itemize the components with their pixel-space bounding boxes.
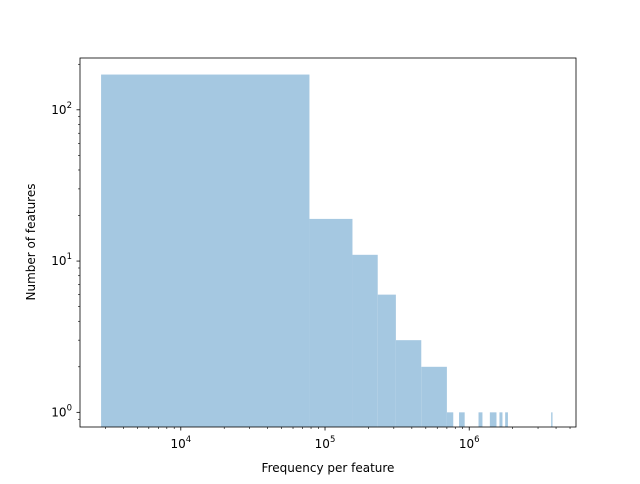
histogram-bar-0 <box>101 74 310 428</box>
histogram-bar-5 <box>421 366 447 427</box>
histogram-bar-6 <box>446 412 454 427</box>
x-axis-label: Frequency per feature <box>262 461 395 475</box>
y-axis-ticks: 100 101 102 <box>51 101 80 419</box>
histogram-bar-10 <box>489 412 497 427</box>
x-axis-ticks: 104 105 106 <box>170 427 480 451</box>
histogram-bar-3 <box>377 294 396 427</box>
histogram-bar-9 <box>478 412 483 427</box>
histogram-bar-1 <box>309 218 353 427</box>
x-tick-label-2: 106 <box>459 435 480 451</box>
histogram-bar-11 <box>499 412 503 427</box>
y-axis-label: Number of features <box>24 184 38 301</box>
x-tick-label-0: 104 <box>170 435 191 451</box>
bars-group <box>101 74 553 428</box>
x-tick-label-1: 105 <box>315 435 336 451</box>
y-tick-label-1: 101 <box>51 252 72 268</box>
histogram-bar-12 <box>505 412 508 427</box>
x-minor-ticks <box>105 427 571 429</box>
plot-frame <box>79 57 577 428</box>
histogram-bar-13 <box>551 412 553 427</box>
histogram-bar-8 <box>459 412 465 427</box>
y-tick-label-0: 100 <box>51 403 72 419</box>
histogram-bar-4 <box>395 340 422 427</box>
histogram-bar-2 <box>352 254 378 427</box>
y-tick-label-2: 102 <box>51 101 72 117</box>
